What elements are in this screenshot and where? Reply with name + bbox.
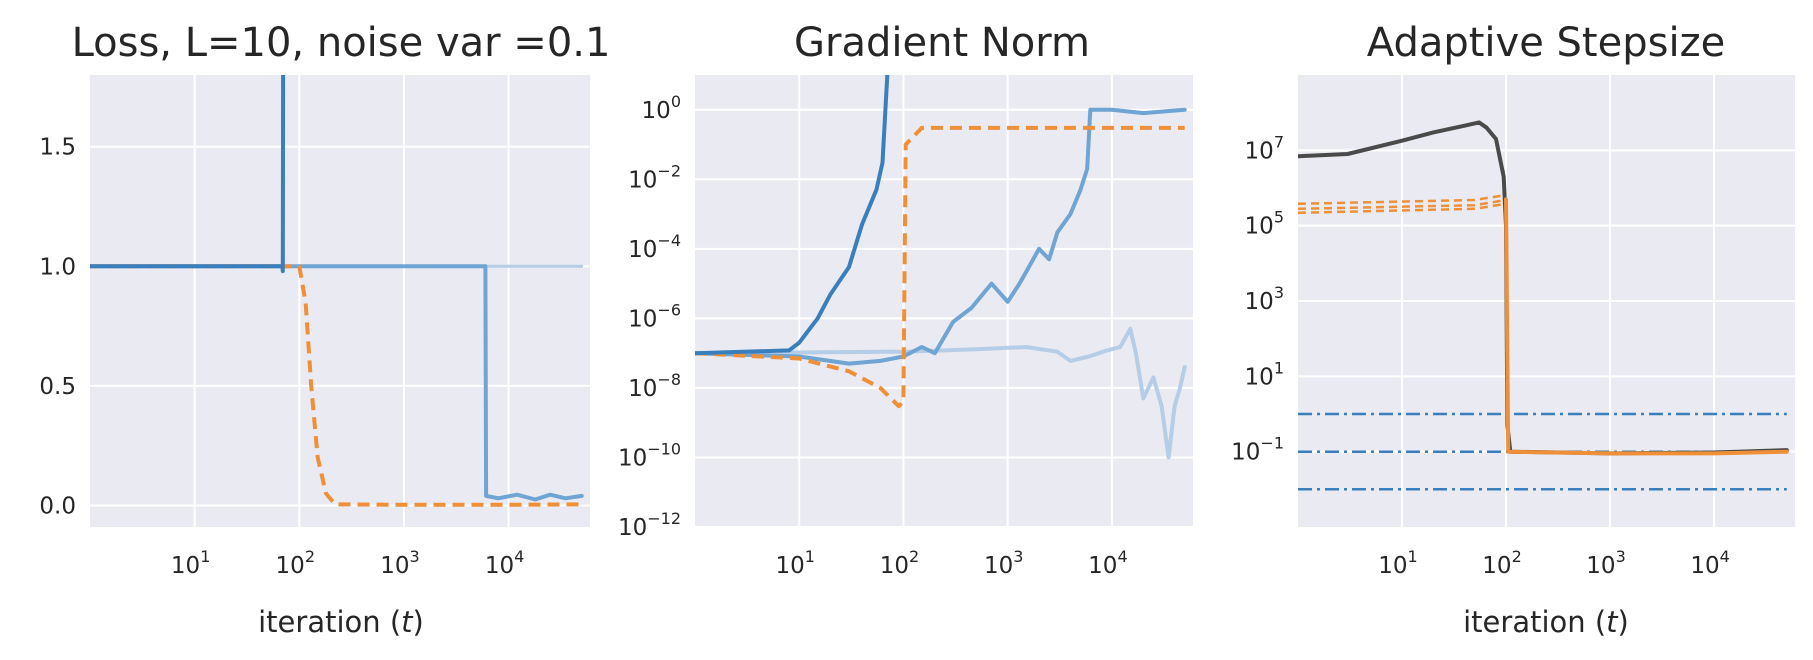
loss-x-ticks: 101 102 103 104 xyxy=(171,547,524,579)
loss-series xyxy=(90,75,584,507)
x-tick-label: 104 xyxy=(485,547,524,579)
adaptive-stepsize-series xyxy=(1298,120,1789,491)
y-tick-label: 10−1 xyxy=(1231,434,1284,466)
series-line-3 xyxy=(1298,193,1507,206)
loss-panel-title: Loss, L=10, noise var =0.1 xyxy=(72,20,611,66)
y-tick-label: 10−12 xyxy=(618,509,681,541)
gradient-norm-panel: Gradient Norm 101 102 103 104 10−1210−1010−… xyxy=(618,20,1193,579)
gradient-norm-grid xyxy=(695,75,1193,528)
x-tick-label: 104 xyxy=(1690,547,1729,579)
y-tick-label: 107 xyxy=(1245,132,1284,164)
x-tick-label: 104 xyxy=(1088,547,1127,579)
x-tick-label: 102 xyxy=(276,547,315,579)
y-tick-label: 10−6 xyxy=(628,300,681,332)
y-tick-label: 0.5 xyxy=(39,374,76,400)
series-line-5 xyxy=(1298,202,1507,215)
adaptive-stepsize-y-ticks: 10−1 101 103 105 107 xyxy=(1231,132,1284,465)
loss-plot-area xyxy=(90,75,590,527)
x-tick-label: 103 xyxy=(1586,547,1625,579)
adaptive-stepsize-panel-title: Adaptive Stepsize xyxy=(1367,20,1725,66)
x-tick-label: 101 xyxy=(1378,547,1417,579)
y-tick-label: 10−10 xyxy=(618,439,681,471)
gradient-norm-series xyxy=(695,75,1187,460)
x-tick-label: 101 xyxy=(171,547,210,579)
y-tick-label: 1.5 xyxy=(39,135,76,161)
series-line-2 xyxy=(90,264,582,507)
y-tick-label: 100 xyxy=(642,92,681,124)
y-tick-label: 101 xyxy=(1245,358,1284,390)
y-tick-label: 105 xyxy=(1245,208,1284,240)
gradient-norm-y-ticks: 10−12 10−10 10−8 10−6 10−4 10−2 100 xyxy=(618,92,681,541)
y-tick-label: 10−2 xyxy=(628,161,681,193)
series-line-3 xyxy=(695,75,890,356)
series-line-1 xyxy=(695,107,1187,366)
series-line-1 xyxy=(90,264,584,502)
loss-x-axis-label: iteration (t) xyxy=(258,605,424,639)
loss-y-ticks: 0.0 0.5 1.0 1.5 xyxy=(39,135,76,520)
gradient-norm-x-ticks: 101 102 103 104 xyxy=(775,547,1127,579)
series-line-3 xyxy=(90,75,286,274)
adaptive-stepsize-panel: Adaptive Stepsize 101 102 103 104 10−110110… xyxy=(1231,20,1795,639)
y-tick-label: 10−8 xyxy=(628,370,681,402)
adaptive-stepsize-x-axis-label: iteration (t) xyxy=(1463,605,1629,639)
gradient-norm-plot-area xyxy=(695,75,1193,527)
y-tick-label: 103 xyxy=(1245,283,1284,315)
x-tick-label: 102 xyxy=(1482,547,1521,579)
y-tick-label: 1.0 xyxy=(39,254,76,280)
series-line-0 xyxy=(695,326,1187,460)
x-tick-label: 103 xyxy=(984,547,1023,579)
series-line-4 xyxy=(1298,198,1507,211)
y-tick-label: 10−4 xyxy=(628,231,681,263)
series-line-7 xyxy=(1504,197,1789,456)
x-tick-label: 102 xyxy=(880,547,919,579)
loss-panel: Loss, L=10, noise var =0.1 101 102 103 104 … xyxy=(39,20,610,639)
gradient-norm-panel-title: Gradient Norm xyxy=(794,20,1090,66)
adaptive-stepsize-x-ticks: 101 102 103 104 xyxy=(1378,547,1730,579)
y-tick-label: 0.0 xyxy=(39,493,76,519)
x-tick-label: 103 xyxy=(380,547,419,579)
x-tick-label: 101 xyxy=(775,547,814,579)
series-line-2 xyxy=(695,125,1185,409)
